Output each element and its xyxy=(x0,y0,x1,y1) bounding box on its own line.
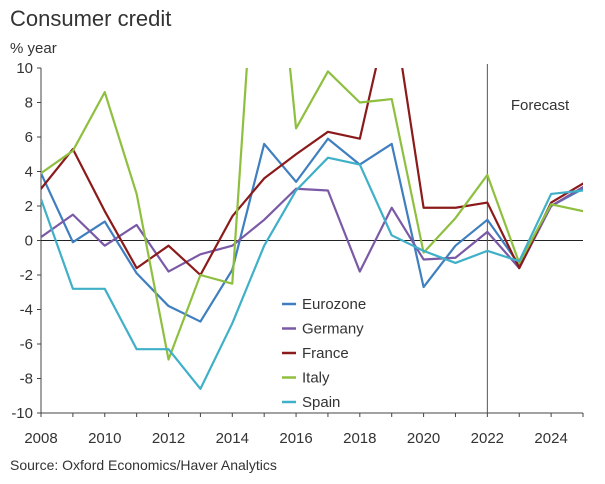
x-tick-label: 2024 xyxy=(534,430,567,447)
series-line-germany xyxy=(41,185,583,273)
x-tick-label: 2022 xyxy=(471,430,504,447)
series-line-eurozone xyxy=(41,137,583,323)
y-tick-label: 6 xyxy=(25,129,33,146)
y-tick-label: -8 xyxy=(20,371,33,388)
chart-title: Consumer credit xyxy=(10,6,172,31)
y-tick-label: 4 xyxy=(25,164,33,181)
x-tick-label: 2018 xyxy=(343,430,376,447)
series-line-france xyxy=(41,68,583,277)
y-tick-label: -6 xyxy=(20,336,33,353)
legend-label-italy: Italy xyxy=(302,370,330,387)
x-tick-label: 2012 xyxy=(152,430,185,447)
source-note: Source: Oxford Economics/Haver Analytics xyxy=(10,457,277,473)
legend-label-germany: Germany xyxy=(302,321,364,338)
x-tick-label: 2014 xyxy=(216,430,249,447)
y-tick-label: 8 xyxy=(25,95,33,112)
legend-label-spain: Spain xyxy=(302,394,340,411)
y-tick-label: -2 xyxy=(20,267,33,284)
y-tick-label: -4 xyxy=(20,302,33,319)
legend-label-eurozone: Eurozone xyxy=(302,296,366,313)
y-tick-label: 2 xyxy=(25,198,33,215)
series-line-spain xyxy=(41,156,583,390)
y-tick-label: 0 xyxy=(25,233,33,250)
y-axis-unit-label: % year xyxy=(10,40,57,57)
x-tick-label: 2010 xyxy=(88,430,121,447)
y-tick-label: -10 xyxy=(11,405,33,422)
x-tick-label: 2016 xyxy=(279,430,312,447)
forecast-label: Forecast xyxy=(511,97,570,114)
x-tick-label: 2020 xyxy=(407,430,440,447)
x-tick-label: 2008 xyxy=(24,430,57,447)
series-line-italy xyxy=(41,68,583,361)
y-tick-label: 10 xyxy=(16,60,33,77)
legend-label-france: France xyxy=(302,345,349,362)
